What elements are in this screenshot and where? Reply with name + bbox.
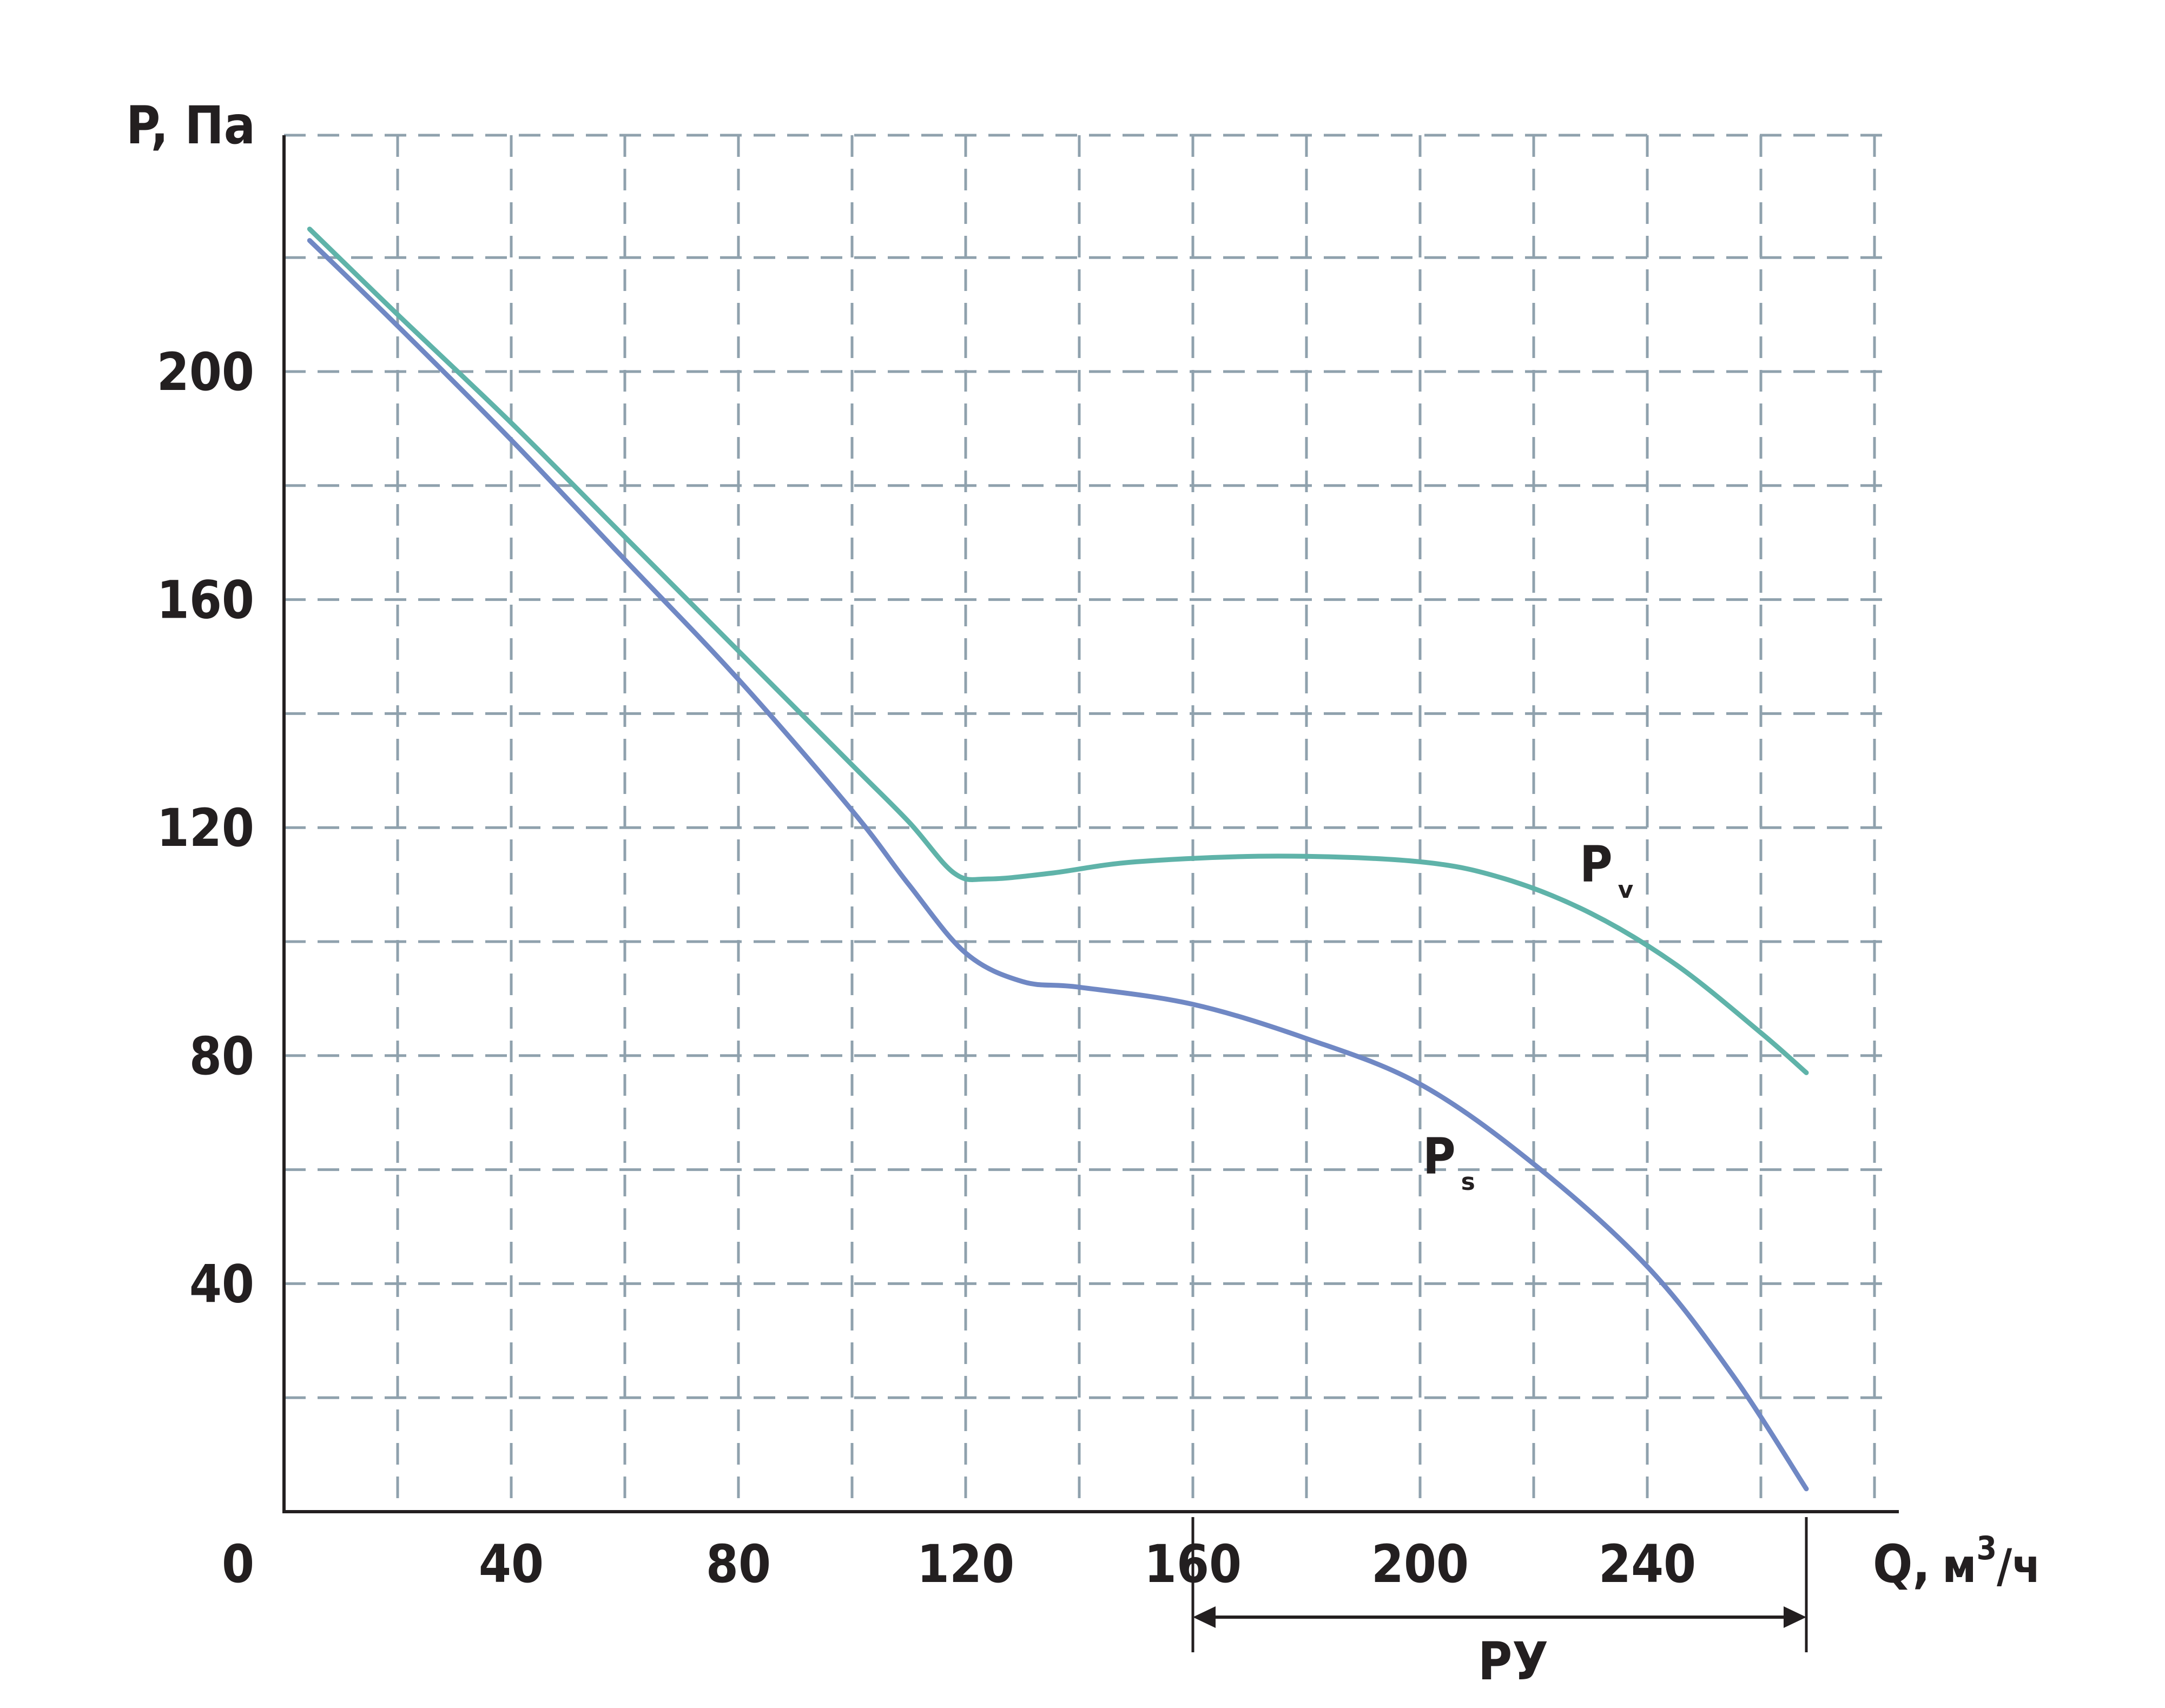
series-line-pv [307,227,1809,1075]
x-tick-label: 160 [1144,1534,1242,1594]
axes [282,135,1899,1652]
y-tick-label: 120 [157,798,254,858]
y-tick-label: 80 [189,1026,254,1087]
range-label: РУ [1478,1631,1548,1692]
series-label-subscript: v [1618,876,1634,904]
series-label-main: P [1423,1128,1456,1186]
grid [284,134,1891,1512]
labels: 0 40 80 120 160 200 240 40 80 120 160 200 P, Па Q, м3/… [126,95,2041,1692]
x-axis-title: Q, м3/ч [1873,1530,2041,1594]
range-arrow-right-head [1784,1606,1806,1628]
series-label-main: P [1580,836,1613,893]
x-tick-label: 200 [1371,1534,1469,1594]
x-tick-label: 120 [917,1534,1014,1594]
y-tick-label: 200 [157,342,254,402]
y-tick-label: 160 [157,570,254,631]
y-tick-label: 40 [189,1254,254,1314]
series-label-subscript: s [1461,1168,1475,1196]
x-axis-title-q: Q, [1873,1534,1930,1594]
x-tick-label: 40 [479,1534,544,1594]
range-arrow-left-head [1193,1606,1216,1628]
x-axis-unit-superscript: 3 [1976,1530,1997,1567]
x-tick-label: 80 [706,1534,771,1594]
x-tick-label: 240 [1599,1534,1696,1594]
y-axis-title: P, Па [126,95,255,156]
x-axis-unit-tail: /ч [1997,1539,2041,1593]
curves [307,227,1809,1492]
series-line-ps [307,238,1809,1492]
x-tick-label: 0 [222,1534,254,1594]
x-axis-unit: м [1942,1539,1976,1593]
